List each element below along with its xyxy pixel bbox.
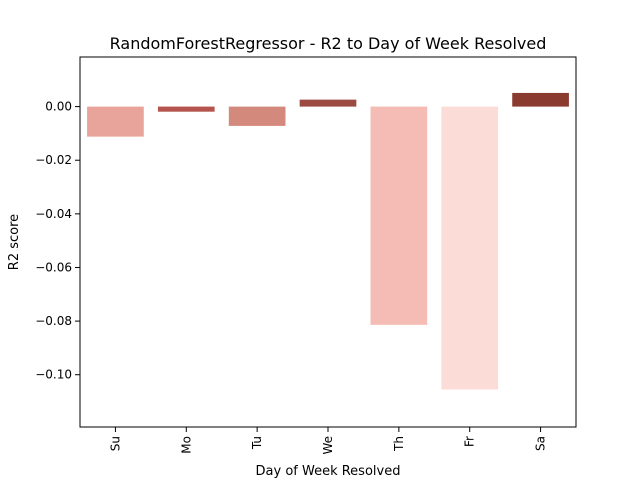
x-tick-label: Tu xyxy=(250,436,264,450)
bar-fr xyxy=(441,106,499,390)
x-tick-label: Mo xyxy=(179,436,193,454)
y-axis: 0.00 −0.02 −0.04 −0.06 −0.08 −0.10 xyxy=(35,100,80,382)
bar-tu xyxy=(228,106,286,126)
y-tick-label: −0.02 xyxy=(35,153,72,167)
x-tick-label: Fr xyxy=(463,436,477,447)
y-tick-label: 0.00 xyxy=(45,100,72,114)
plot-frame xyxy=(79,56,577,428)
bar-su xyxy=(87,106,144,137)
x-tick-label: Su xyxy=(108,436,122,451)
y-tick-label: −0.04 xyxy=(35,207,72,221)
bar-mo xyxy=(157,106,215,112)
x-tick-label: We xyxy=(321,436,335,455)
bar-th xyxy=(370,106,428,325)
bar-sa xyxy=(512,92,569,107)
bar-we xyxy=(299,99,357,107)
x-axis: Su Mo Tu We Th Fr Sa xyxy=(108,427,548,455)
y-tick-label: −0.10 xyxy=(35,368,72,382)
y-tick-label: −0.06 xyxy=(35,260,72,274)
chart-title: RandomForestRegressor - R2 to Day of Wee… xyxy=(110,34,547,53)
bars-group xyxy=(87,92,569,390)
y-tick-label: −0.08 xyxy=(35,314,72,328)
x-tick-label: Sa xyxy=(534,436,548,451)
x-tick-label: Th xyxy=(392,436,406,452)
y-axis-label: R2 score xyxy=(7,214,22,270)
x-axis-label: Day of Week Resolved xyxy=(256,464,401,479)
